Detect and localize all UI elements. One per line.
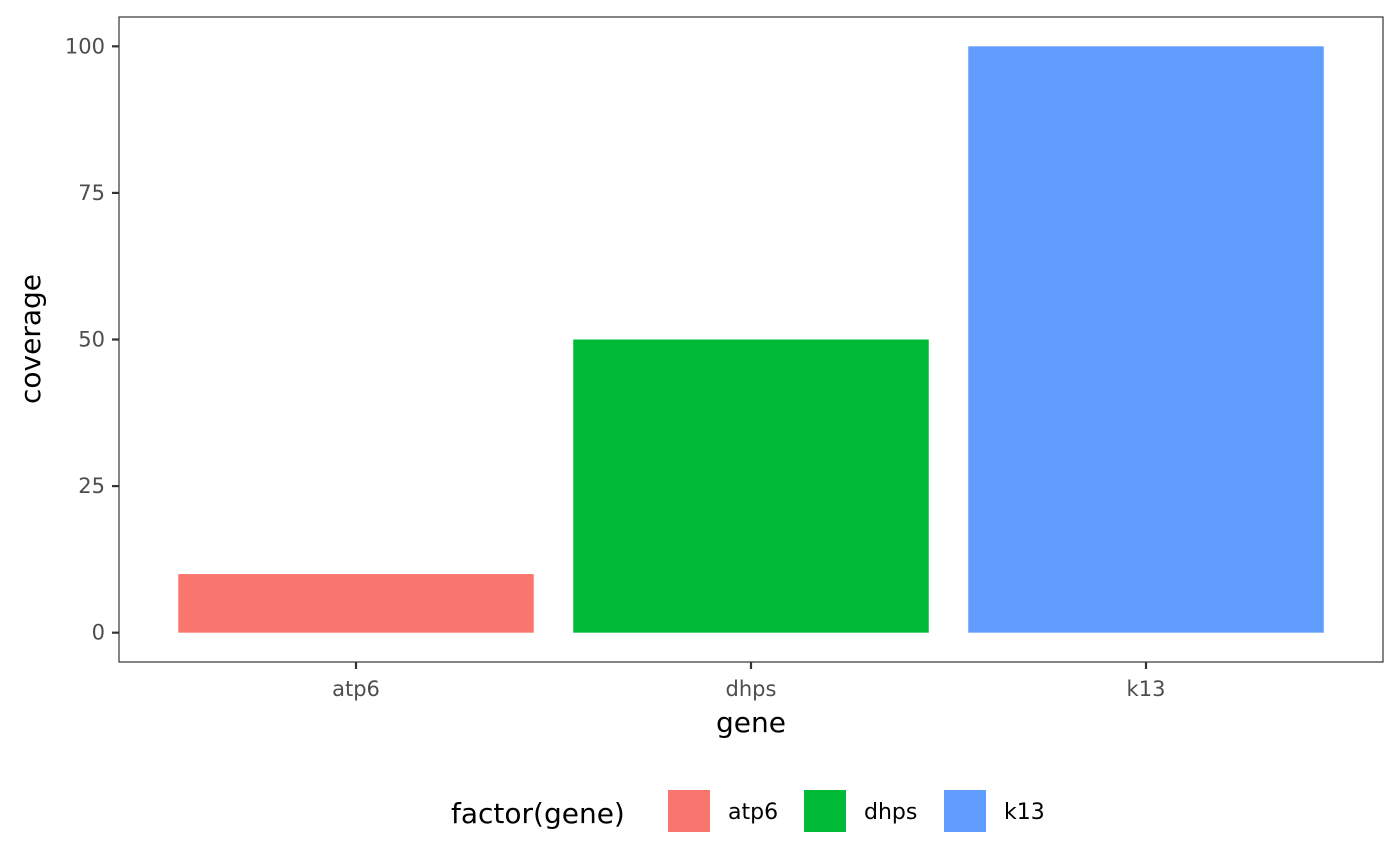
- bar-atp6: [178, 574, 534, 633]
- y-tick-label: 50: [78, 328, 105, 352]
- legend-key-dhps: [804, 790, 846, 832]
- bar-dhps: [573, 339, 929, 633]
- x-tick-label-dhps: dhps: [726, 677, 777, 701]
- legend-key-atp6: [668, 790, 710, 832]
- legend: factor(gene) atp6 dhps k13: [451, 790, 1045, 832]
- x-axis: atp6 dhps k13: [332, 662, 1165, 701]
- bars: [178, 46, 1324, 633]
- y-tick-label: 100: [65, 34, 105, 58]
- legend-title: factor(gene): [451, 797, 625, 830]
- legend-key-k13: [944, 790, 986, 832]
- y-tick-label: 75: [78, 181, 105, 205]
- legend-label-dhps: dhps: [864, 800, 917, 825]
- legend-label-k13: k13: [1004, 800, 1045, 825]
- bar-k13: [968, 46, 1324, 633]
- legend-label-atp6: atp6: [728, 800, 778, 825]
- y-axis-title: coverage: [14, 274, 47, 404]
- y-tick-label: 25: [78, 474, 105, 498]
- x-axis-title: gene: [716, 706, 786, 739]
- x-tick-label-k13: k13: [1127, 677, 1166, 701]
- x-tick-label-atp6: atp6: [332, 677, 380, 701]
- y-tick-label: 0: [92, 621, 105, 645]
- y-axis: 0 25 50 75 100: [65, 34, 119, 645]
